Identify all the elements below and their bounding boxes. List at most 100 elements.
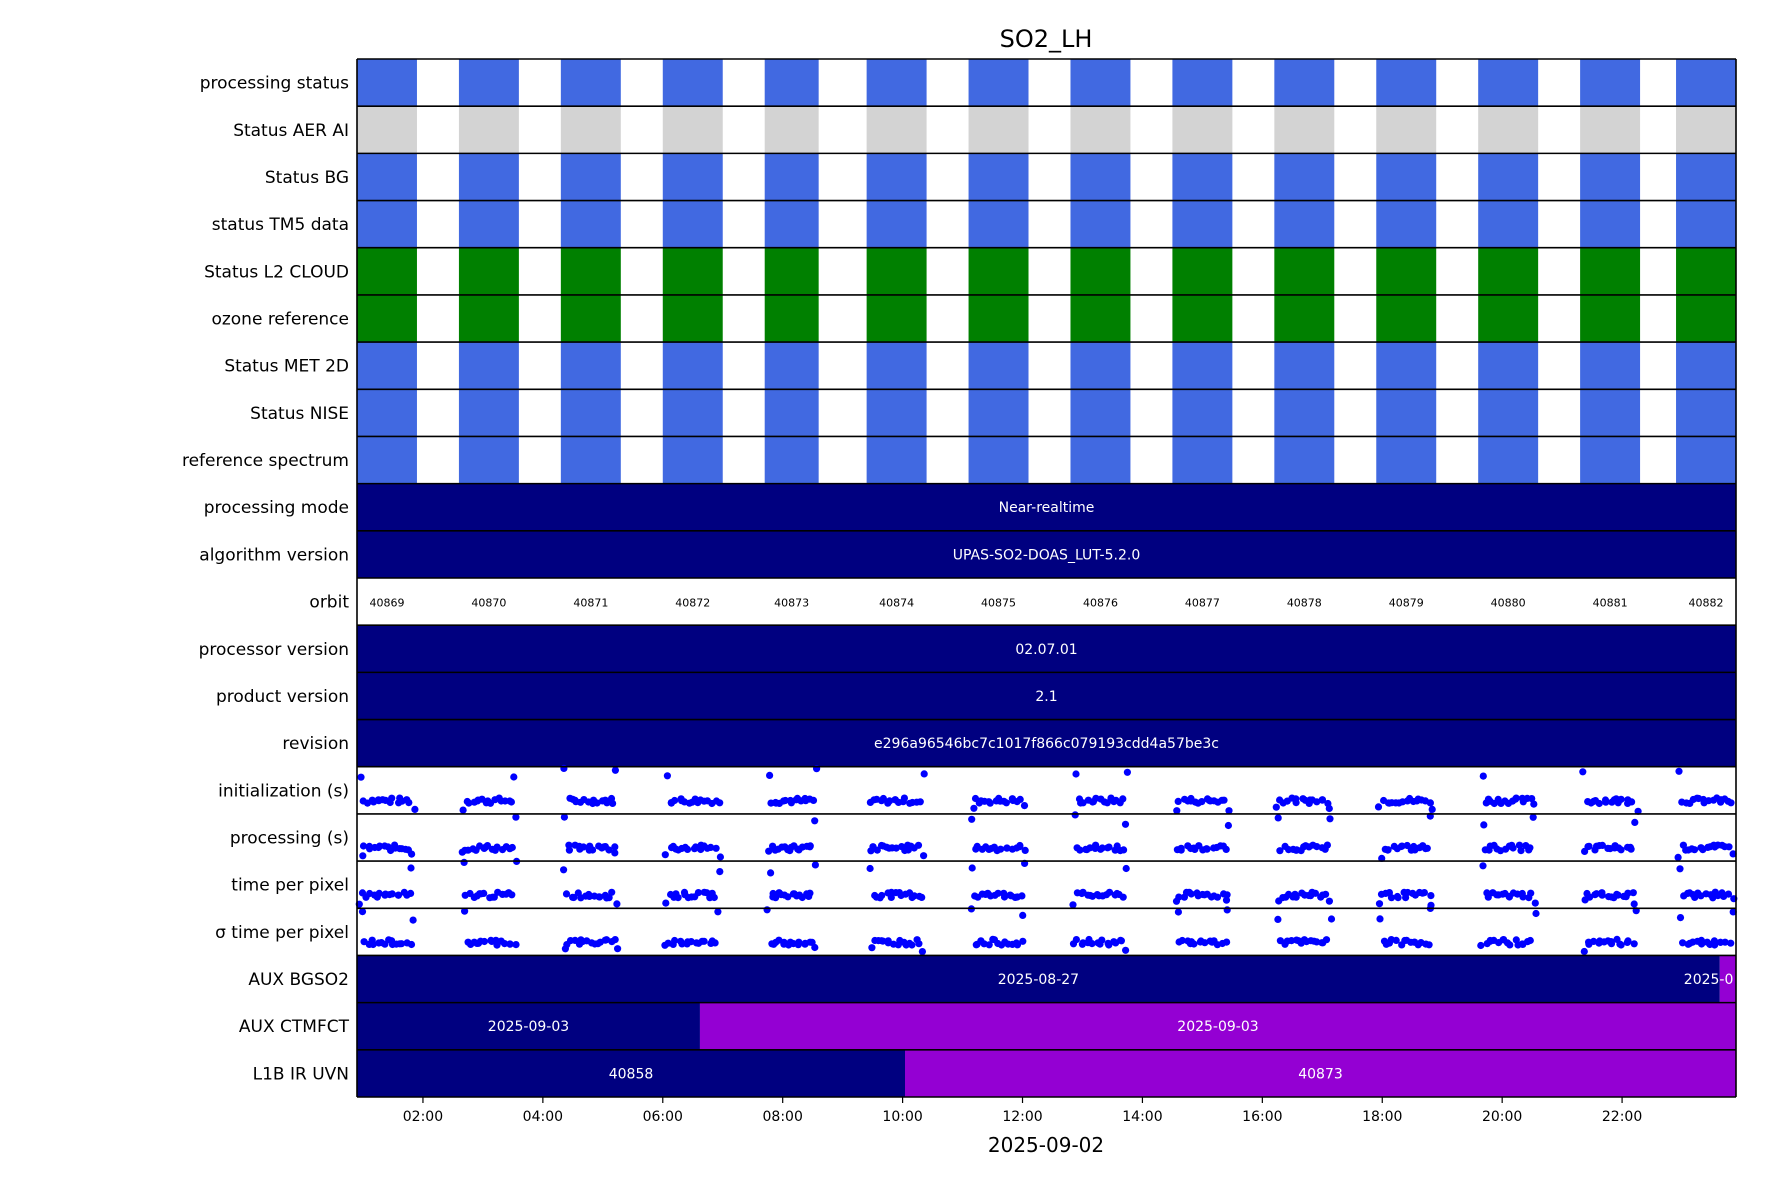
row-11-orbit-label-9: 40878	[1287, 597, 1322, 610]
row-17-points	[355, 857, 1738, 909]
row-8-cell-1	[458, 436, 519, 484]
row-5-cell-0	[357, 294, 417, 343]
row-15-point	[603, 799, 611, 807]
row-5-cell-8	[1172, 294, 1233, 343]
row-17-point	[1213, 893, 1222, 901]
row-15-point	[1123, 768, 1131, 776]
row-17-point	[388, 890, 396, 898]
row-5-cell-11	[1478, 294, 1539, 343]
row-6-cell-0	[357, 342, 417, 390]
row-6-cell-13	[1676, 342, 1736, 390]
row-17-point	[1175, 893, 1183, 901]
row-7-cell-10	[1376, 389, 1437, 437]
row-15-point	[920, 770, 928, 778]
row-3-cell-2	[560, 200, 621, 248]
row-17-point	[1325, 897, 1333, 905]
row-5-cell-5	[866, 294, 927, 343]
row-21-segment-0	[357, 1049, 906, 1097]
row-0-cell-10	[1376, 59, 1437, 107]
row-10-segment-label-0: UPAS-SO2-DOAS_LUT-5.2.0	[953, 547, 1140, 563]
row-17-point	[710, 893, 718, 902]
row-0-cell-13	[1676, 59, 1736, 107]
row-16-point	[1071, 811, 1079, 819]
row-15-point	[970, 804, 978, 812]
row-2-cell-1	[458, 153, 519, 201]
row-2-cell-9	[1274, 153, 1335, 201]
row-4-cell-6	[968, 247, 1029, 295]
row-16-point	[560, 813, 569, 821]
row-8-cell-8	[1172, 436, 1233, 484]
row-0-cell-3	[662, 59, 723, 107]
row-18-point	[1122, 946, 1130, 954]
row-18-point	[1607, 940, 1616, 948]
row-16-point	[359, 842, 368, 850]
row-18-point	[358, 908, 367, 916]
row-18-point	[1532, 909, 1540, 918]
chart-title: SO2_LH	[1000, 25, 1093, 53]
row-16-point	[1098, 844, 1106, 852]
row-15-point	[1072, 770, 1080, 778]
row-1-cell-2	[560, 106, 621, 154]
row-0-cell-2	[560, 59, 621, 107]
row-6-cell-3	[662, 342, 723, 390]
row-15-point	[781, 796, 790, 805]
row-18-point	[1098, 936, 1106, 944]
row-15-point	[1634, 807, 1642, 815]
row-2-cell-0	[357, 153, 417, 201]
row-6-cell-6	[968, 342, 1029, 390]
row-2-cell-5	[866, 153, 927, 201]
row-12-segment-0	[357, 625, 1736, 673]
row-6-cell-7	[1070, 342, 1131, 390]
row-14-label: revision	[282, 734, 349, 754]
row-2-cell-8	[1172, 153, 1233, 201]
row-17-point	[608, 888, 616, 896]
row-1-cell-6	[968, 106, 1029, 154]
row-8-cell-4	[764, 436, 819, 484]
row-18-point	[1392, 936, 1400, 945]
row-2-cell-2	[560, 153, 621, 201]
row-17-point	[508, 891, 516, 899]
row-15-point	[1617, 795, 1625, 803]
row-0-label: processing status	[200, 74, 349, 94]
row-3-cell-4	[764, 200, 819, 248]
row-3-cell-6	[968, 200, 1029, 248]
row-15-point	[766, 771, 774, 780]
row-2-cell-10	[1376, 153, 1437, 201]
row-15-point	[1479, 772, 1487, 780]
row-6-cell-1	[458, 342, 519, 390]
row-18-point	[1174, 908, 1182, 916]
row-17-point	[674, 894, 682, 902]
plot-area: Near-realtime UPAS-SO2-DOAS_LUT-5.2.0 4086…	[355, 58, 1738, 1098]
row-2-cell-11	[1478, 153, 1539, 201]
row-16-points	[359, 811, 1737, 863]
row-16-point	[920, 852, 928, 860]
row-15-point	[1628, 798, 1636, 806]
row-5-cell-13	[1676, 294, 1736, 343]
row-4-cell-8	[1172, 247, 1233, 295]
row-7-cell-1	[458, 389, 519, 437]
row-20-segment-1	[699, 1002, 1736, 1050]
row-16-point	[765, 847, 773, 855]
row-15-point	[609, 799, 617, 808]
row-18-point	[1727, 939, 1735, 947]
row-18-point	[1679, 939, 1687, 947]
row-18-point	[714, 908, 722, 916]
row-21-label: L1B IR UVN	[253, 1064, 349, 1084]
row-18-point	[506, 940, 514, 948]
row-1-cell-4	[764, 106, 819, 154]
row-6-cell-9	[1274, 342, 1335, 390]
row-0-cell-5	[866, 59, 927, 107]
row-4-cell-0	[357, 247, 417, 295]
row-7-cell-2	[560, 389, 621, 437]
row-8-cell-12	[1580, 436, 1641, 484]
row-17-point	[1531, 899, 1539, 907]
row-2-cell-3	[662, 153, 723, 201]
row-15-point	[1428, 805, 1436, 814]
row-3-cell-0	[357, 200, 417, 248]
row-1-label: Status AER AI	[233, 121, 349, 141]
row-21-segment-label-1: 40873	[1298, 1066, 1343, 1082]
row-16-point	[611, 843, 619, 851]
row-17-point	[716, 868, 724, 876]
row-7-cell-6	[968, 389, 1029, 437]
row-7-cell-12	[1580, 389, 1641, 437]
